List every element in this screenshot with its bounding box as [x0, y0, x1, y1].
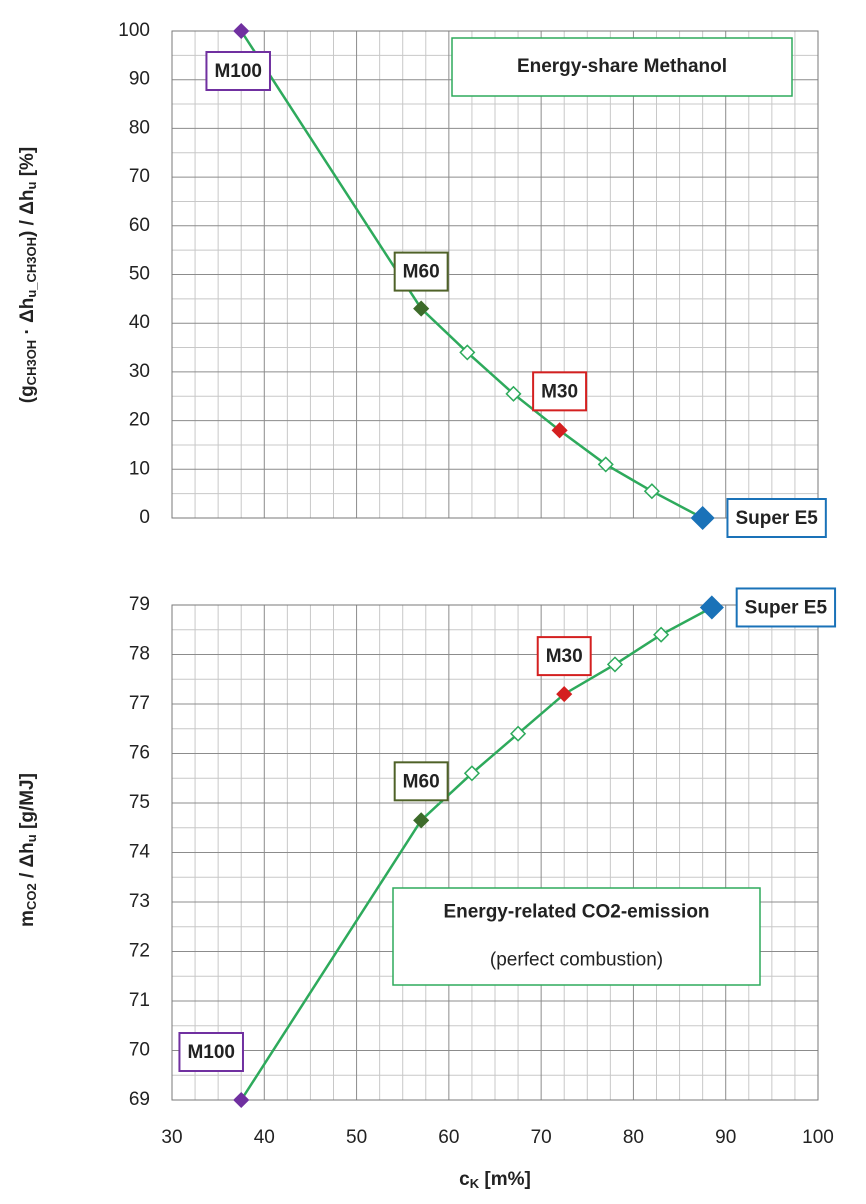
x-tick-label: 60 — [438, 1127, 459, 1148]
text-part: m — [17, 910, 38, 927]
point-label: Super E5 — [745, 597, 828, 618]
annotation: Energy-related CO2-emission — [443, 901, 709, 922]
plot-frame — [171, 30, 819, 519]
x-tick-label: 90 — [715, 1127, 736, 1148]
annotation: Energy-share Methanol — [517, 56, 727, 77]
y-tick-label: 70 — [129, 1040, 150, 1061]
annotation-box — [392, 887, 761, 986]
marker — [606, 656, 624, 673]
text-part: [m%] — [479, 1169, 531, 1190]
marker — [551, 422, 568, 439]
y-tick-label: 90 — [129, 69, 150, 90]
point-label: M100 — [214, 61, 262, 82]
y-tick-label: 10 — [129, 458, 150, 479]
marker — [556, 686, 573, 703]
y-tick-label: 80 — [129, 117, 150, 138]
y-tick-label: 69 — [129, 1089, 150, 1110]
text-part: c — [459, 1169, 470, 1190]
subscript: u — [24, 182, 39, 190]
marker — [413, 300, 430, 317]
point-label: M100 — [187, 1042, 235, 1063]
point-label-box — [726, 498, 827, 538]
y-tick-label: 50 — [129, 264, 150, 285]
annotation: (perfect combustion) — [490, 950, 663, 971]
y-tick-label: 70 — [129, 166, 150, 187]
y-axis-label: (gCH3OH · Δhu_CH3OH) / Δhu [%] — [17, 147, 39, 404]
point-label-box — [393, 251, 449, 292]
marker — [463, 765, 480, 782]
y-tick-label: 77 — [129, 693, 150, 714]
y-tick-label: 60 — [129, 215, 150, 236]
y-tick-label: 71 — [129, 990, 150, 1011]
point-label-box — [536, 636, 592, 677]
marker — [643, 483, 660, 500]
text-part: (g — [17, 385, 38, 403]
marker — [505, 385, 522, 402]
point-label: Super E5 — [735, 508, 818, 529]
subscript: CH3OH — [24, 340, 39, 386]
text-part: [g/MJ] — [17, 773, 38, 834]
marker — [510, 725, 527, 742]
y-tick-label: 72 — [129, 941, 150, 962]
y-axis-label: mCO2 / Δhu [g/MJ] — [17, 773, 39, 927]
text-part: / Δh — [17, 842, 38, 883]
marker — [699, 595, 724, 620]
y-tick-label: 40 — [129, 312, 150, 333]
y-tick-label: 74 — [129, 842, 151, 863]
plot-frame — [171, 604, 819, 1101]
x-tick-label: 50 — [346, 1127, 367, 1148]
marker — [233, 1091, 250, 1109]
marker — [690, 505, 715, 531]
point-label-box — [393, 761, 449, 802]
x-tick-label: 30 — [161, 1127, 182, 1148]
point-label: M30 — [546, 646, 583, 667]
x-axis-label: cK [m%] — [459, 1169, 531, 1191]
y-tick-label: 20 — [129, 410, 150, 431]
marker — [597, 456, 614, 473]
y-tick-label: 0 — [139, 507, 150, 528]
x-tick-label: 100 — [802, 1127, 834, 1148]
line — [240, 30, 704, 520]
point-label-box — [532, 371, 588, 412]
y-tick-label: 79 — [129, 594, 150, 615]
text-part: ) / Δh — [17, 190, 38, 237]
point-label-box — [178, 1032, 244, 1072]
point-label: M60 — [403, 771, 440, 792]
y-tick-label: 100 — [118, 20, 150, 41]
annotation-box — [451, 37, 793, 97]
text-part: · Δh — [17, 298, 38, 340]
marker — [653, 626, 670, 643]
subscript: K — [470, 1176, 480, 1191]
marker — [459, 344, 476, 361]
line — [240, 606, 713, 1101]
point-label-box — [205, 51, 271, 91]
marker — [413, 812, 430, 829]
subscript: u — [24, 834, 39, 842]
x-tick-label: 70 — [531, 1127, 552, 1148]
subscript: u_CH3OH — [24, 237, 39, 298]
x-tick-label: 80 — [623, 1127, 644, 1148]
y-tick-label: 78 — [129, 644, 150, 665]
point-label: M60 — [403, 262, 440, 283]
y-tick-label: 73 — [129, 891, 150, 912]
point-label-box — [735, 587, 837, 628]
y-tick-label: 75 — [129, 792, 150, 813]
y-tick-label: 30 — [129, 361, 150, 382]
marker — [233, 22, 250, 40]
point-label: M30 — [541, 381, 578, 402]
x-tick-label: 40 — [254, 1127, 275, 1148]
subscript: CO2 — [24, 883, 39, 910]
text-part: [%] — [17, 147, 38, 182]
y-tick-label: 76 — [129, 743, 150, 764]
